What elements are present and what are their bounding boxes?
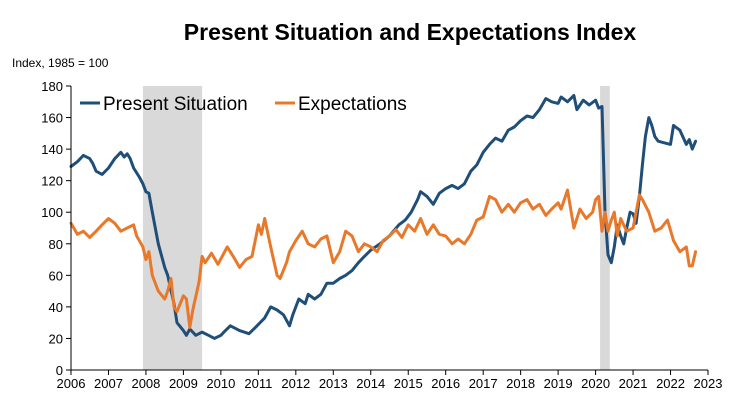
x-tick-label: 2013: [319, 376, 348, 391]
y-tick-label: 60: [49, 268, 63, 283]
x-tick-label: 2021: [619, 376, 648, 391]
series-lines: [69, 94, 698, 340]
x-tick-label: 2020: [581, 376, 610, 391]
x-tick-label: 2009: [169, 376, 198, 391]
x-tick-label: 2012: [281, 376, 310, 391]
x-tick-label: 2019: [544, 376, 573, 391]
y-axis-label: Index, 1985 = 100: [12, 56, 109, 70]
x-tick-label: 2022: [656, 376, 685, 391]
recession-shading: [142, 86, 610, 370]
x-tick-label: 2011: [244, 376, 272, 391]
axes: 0 20 40 60 80 100 120 140 160 180 2006 2007 2008 2009…: [41, 79, 722, 391]
y-tick-label: 120: [41, 174, 63, 189]
x-tick-label: 2018: [506, 376, 535, 391]
y-tick-label: 0: [56, 363, 63, 378]
x-tick-label: 2014: [356, 376, 385, 391]
series-line-present-situation: [69, 94, 698, 340]
y-tick-label: 20: [49, 331, 63, 346]
chart-title: Present Situation and Expectations Index: [184, 19, 637, 45]
y-tick-label: 40: [49, 300, 63, 315]
y-tick-label: 160: [41, 111, 63, 126]
recession-band-0: [142, 86, 203, 370]
legend-label-expectations: Expectations: [298, 94, 407, 115]
y-tick-label: 140: [41, 142, 63, 157]
legend: Present Situation Expectations: [80, 94, 407, 115]
y-tick-label: 80: [49, 237, 63, 252]
series-line-expectations: [69, 188, 698, 329]
x-tick-label: 2023: [694, 376, 723, 391]
x-tick-label: 2010: [206, 376, 235, 391]
x-tick-label: 2015: [394, 376, 423, 391]
y-tick-label: 100: [41, 205, 63, 220]
x-tick-label: 2007: [94, 376, 123, 391]
y-tick-label: 180: [41, 79, 63, 94]
x-tick-label: 2008: [131, 376, 160, 391]
x-tick-label: 2017: [469, 376, 498, 391]
x-tick-label: 2016: [431, 376, 460, 391]
legend-label-present-situation: Present Situation: [103, 94, 248, 115]
x-tick-label: 2006: [57, 376, 86, 391]
